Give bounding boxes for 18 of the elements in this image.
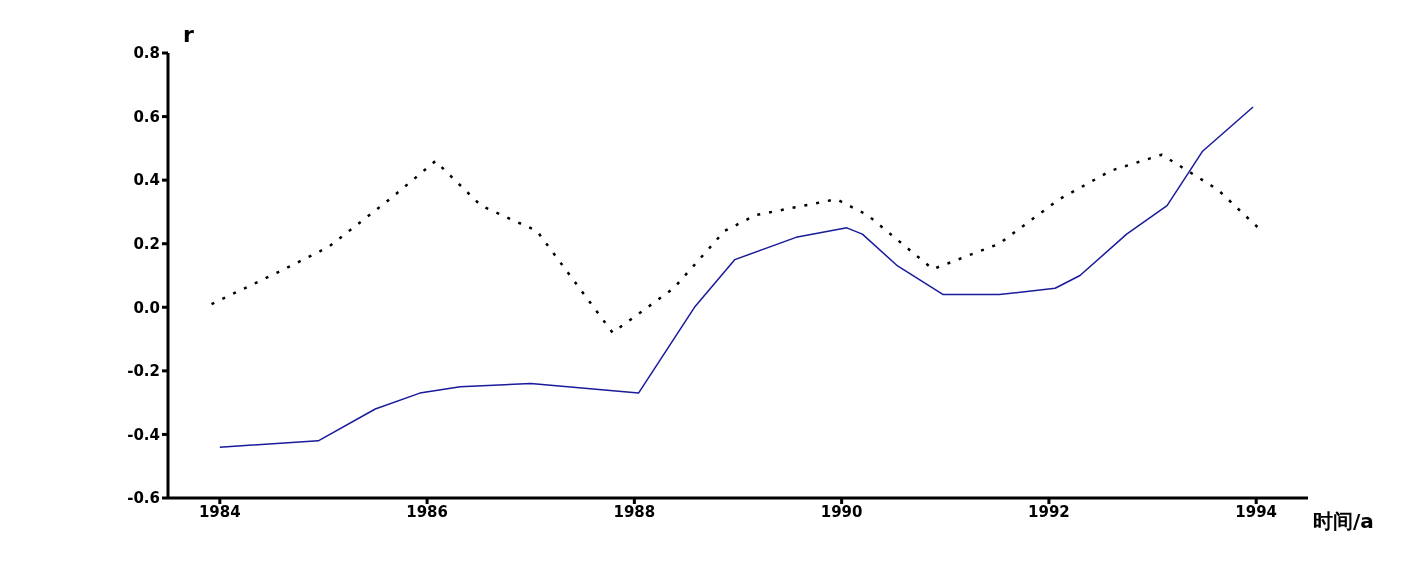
y-tick-label: 0.4 — [133, 171, 160, 190]
x-tick-label: 1994 — [1235, 502, 1278, 521]
y-tick-label: 0.8 — [133, 44, 160, 63]
y-axis-title: r — [183, 22, 194, 47]
x-tick-label: 1986 — [406, 502, 448, 521]
x-tick-label: 1984 — [198, 502, 241, 521]
y-tick-label: -0.6 — [127, 489, 160, 508]
x-tick-label: 1992 — [1028, 502, 1070, 521]
line-series — [219, 106, 1254, 448]
x-tick-label: 1990 — [820, 502, 863, 521]
y-tick-label: 0.2 — [133, 235, 160, 254]
y-tick-label: 0.0 — [133, 298, 160, 317]
x-tick-label: 1988 — [613, 502, 656, 521]
x-axis-title: 时间/a — [1313, 508, 1374, 535]
line-series — [210, 153, 1260, 334]
y-tick-label: -0.4 — [127, 425, 160, 444]
y-tick-label: 0.6 — [133, 107, 160, 126]
y-tick-label: -0.2 — [127, 362, 160, 381]
